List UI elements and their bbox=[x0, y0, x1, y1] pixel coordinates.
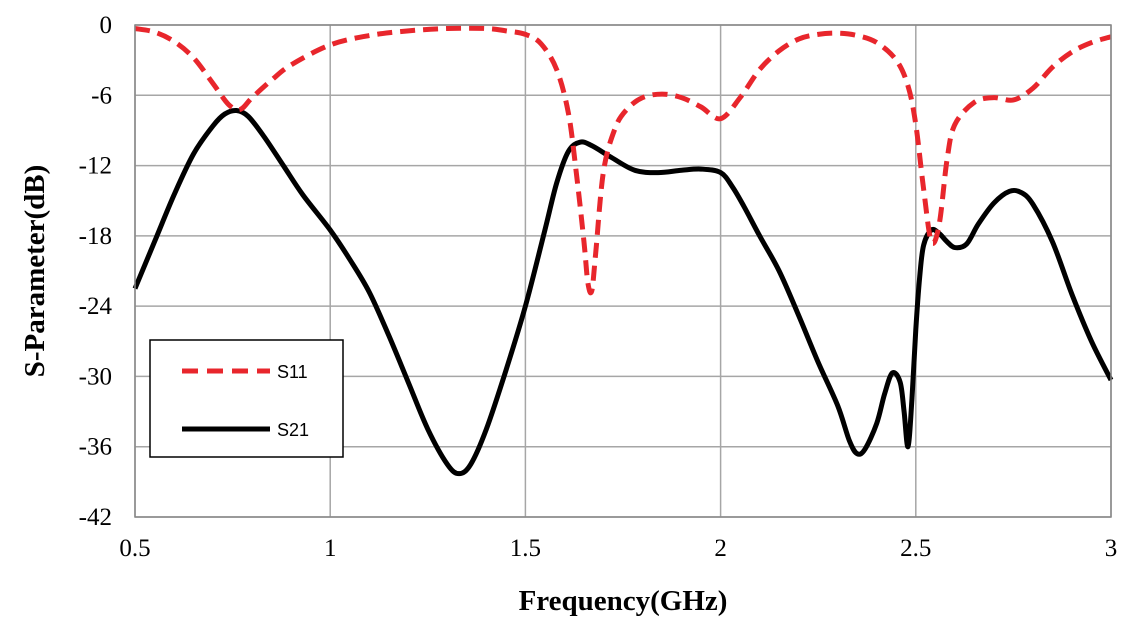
x-tick-label: 2.5 bbox=[900, 535, 931, 562]
y-tick-label: -18 bbox=[79, 223, 112, 250]
series-line-s11 bbox=[134, 25, 1112, 296]
y-tick-label: -6 bbox=[91, 82, 112, 109]
x-tick-label: 1.5 bbox=[510, 535, 541, 562]
legend-label-s11: S11 bbox=[277, 362, 308, 382]
x-tick-label: 2 bbox=[714, 535, 727, 562]
y-tick-label: -30 bbox=[79, 363, 112, 390]
series-lines bbox=[132, 25, 1114, 477]
tick-labels: 0.5 1 1.5 2 2.5 3 0 -6 -12 -18 -24 -30 -36 -42 bbox=[79, 12, 1118, 562]
x-tick-label: 0.5 bbox=[119, 535, 150, 562]
y-tick-label: 0 bbox=[100, 12, 113, 39]
series-line-s21 bbox=[132, 107, 1114, 477]
y-tick-label: -24 bbox=[79, 293, 113, 320]
x-axis-title: Frequency(GHz) bbox=[519, 585, 728, 617]
y-tick-label: -36 bbox=[79, 434, 112, 461]
x-tick-label: 1 bbox=[324, 535, 337, 562]
x-tick-label: 3 bbox=[1105, 535, 1118, 562]
plot-area-frame bbox=[134, 24, 1112, 518]
y-tick-label: -42 bbox=[79, 504, 112, 531]
legend-label-s21: S21 bbox=[277, 420, 309, 440]
y-tick-label: -12 bbox=[79, 153, 112, 180]
y-axis-title: S-Parameter(dB) bbox=[19, 165, 51, 378]
legend: S11 S21 bbox=[149, 339, 344, 458]
legend-box bbox=[149, 339, 344, 458]
